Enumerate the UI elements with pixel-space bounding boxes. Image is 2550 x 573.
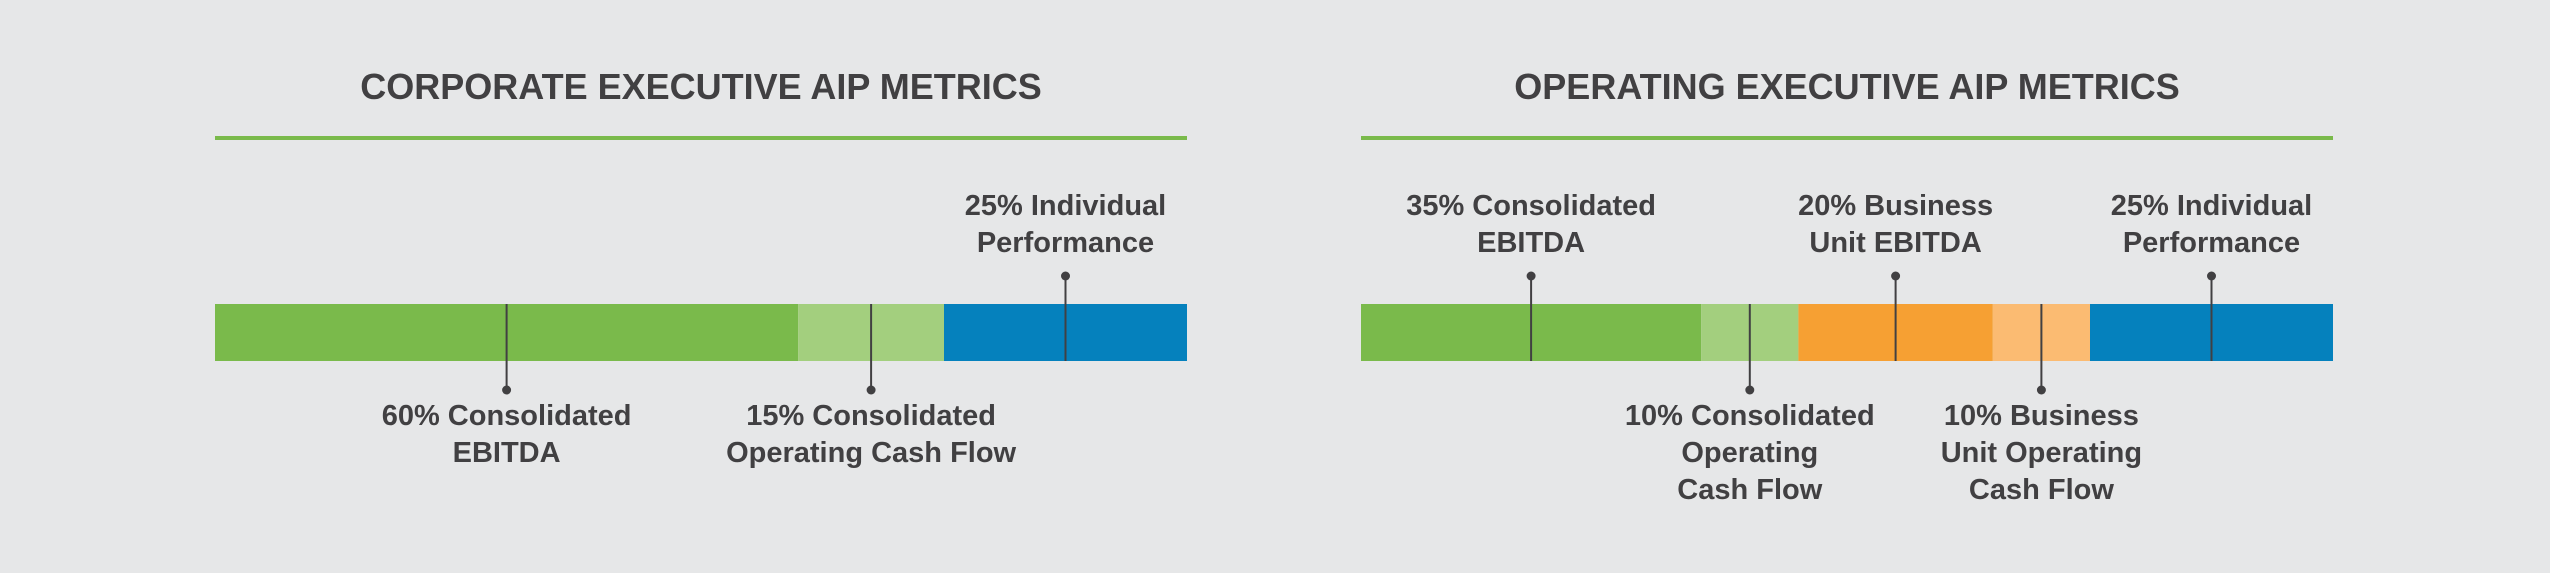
chart-title: CORPORATE EXECUTIVE AIP METRICS (360, 66, 1042, 107)
chart-title: OPERATING EXECUTIVE AIP METRICS (1514, 66, 2180, 107)
pin-dot (1891, 271, 1901, 281)
value-label: 10% Consolidated Operating Cash Flow (1624, 400, 1875, 506)
value-label: 25% Individual Performance (2110, 190, 2313, 259)
value-label: 15% Consolidated Operating Cash Flow (726, 400, 1017, 469)
value-label: 35% Consolidated EBITDA (1406, 190, 1656, 259)
pin-dot (2207, 271, 2216, 281)
pin-dot (1526, 271, 1536, 281)
pin-dot (1745, 385, 1755, 395)
pin-dot (2036, 385, 2046, 395)
value-label: 25% Individual Performance (964, 190, 1167, 259)
pin-dot (502, 385, 512, 395)
value-label: 60% Consolidated EBITDA (381, 400, 632, 469)
pin-dot (1061, 271, 1070, 281)
value-label: 10% Business Unit Operating Cash Flow (1940, 400, 2143, 506)
pin-dot (866, 385, 876, 395)
value-label: 20% Business Unit EBITDA (1798, 190, 1994, 259)
